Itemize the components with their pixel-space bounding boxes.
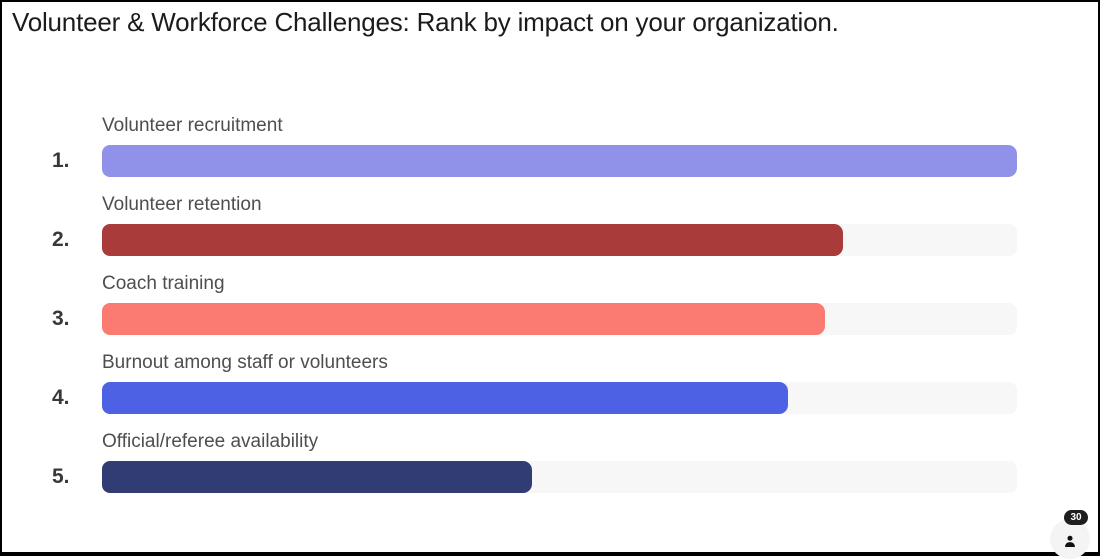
rank-number: 5. [52, 465, 70, 488]
participants-indicator[interactable]: 30 [1049, 510, 1091, 559]
ranking-row: Volunteer recruitment 1. [50, 112, 1017, 177]
option-label: Burnout among staff or volunteers [102, 352, 388, 373]
result-bar [102, 303, 825, 335]
rank-number: 2. [52, 228, 70, 251]
bar-line: 4. [50, 382, 1017, 414]
result-bar-track [102, 382, 1017, 414]
participant-count-badge: 30 [1064, 510, 1088, 525]
result-bar [102, 382, 789, 414]
option-label: Official/referee availability [102, 431, 319, 452]
rank-number: 3. [52, 307, 70, 330]
option-label: Volunteer recruitment [102, 115, 283, 136]
ranking-list: Volunteer recruitment 1. Volunteer reten… [50, 112, 1017, 507]
result-bar [102, 224, 844, 256]
option-label: Volunteer retention [102, 194, 262, 215]
ranking-row: Burnout among staff or volunteers 4. [50, 349, 1017, 414]
rank-number: 1. [52, 149, 70, 172]
option-label: Coach training [102, 273, 225, 294]
ranking-row: Official/referee availability 5. [50, 428, 1017, 493]
result-bar-track [102, 461, 1017, 493]
bar-line: 2. [50, 224, 1017, 256]
result-bar [102, 145, 1017, 177]
result-bar-track [102, 145, 1017, 177]
person-icon [1065, 535, 1075, 547]
ranking-row: Coach training 3. [50, 270, 1017, 335]
bar-line: 5. [50, 461, 1017, 493]
bar-line: 3. [50, 303, 1017, 335]
ranking-row: Volunteer retention 2. [50, 191, 1017, 256]
result-bar [102, 461, 533, 493]
bar-line: 1. [50, 145, 1017, 177]
result-bar-track [102, 224, 1017, 256]
page-title: Volunteer & Workforce Challenges: Rank b… [12, 7, 839, 37]
rank-number: 4. [52, 386, 70, 409]
participant-circle [1050, 519, 1090, 559]
result-bar-track [102, 303, 1017, 335]
